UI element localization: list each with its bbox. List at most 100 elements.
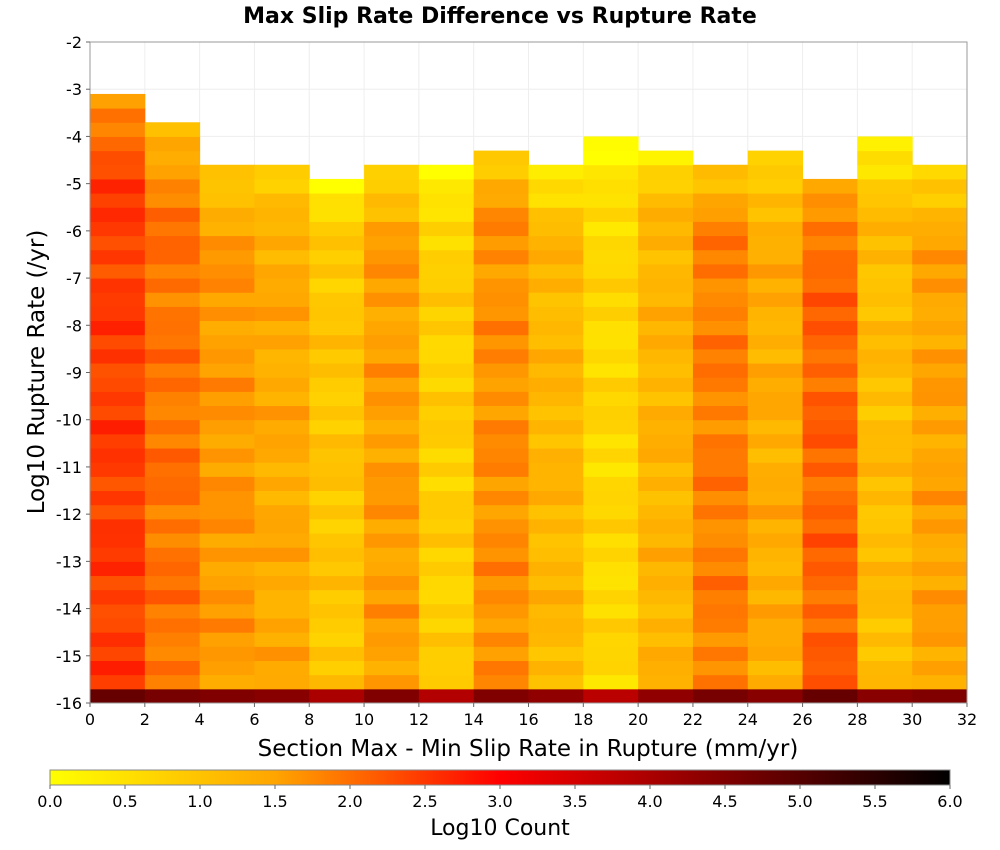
heatmap-cell xyxy=(473,334,529,350)
heatmap-cell xyxy=(199,164,255,180)
heatmap-cell xyxy=(692,405,749,421)
heatmap-cell xyxy=(583,660,639,676)
heatmap-cell xyxy=(528,448,584,463)
chart-title: Max Slip Rate Difference vs Rupture Rate xyxy=(243,4,757,29)
heatmap-cell xyxy=(309,433,365,449)
heatmap-cell xyxy=(473,363,529,378)
heatmap-cell xyxy=(638,306,694,322)
heatmap-cell xyxy=(802,646,858,662)
heatmap-cell xyxy=(528,433,584,449)
heatmap-cell xyxy=(254,490,310,506)
heatmap-cell xyxy=(90,263,146,279)
heatmap-cell xyxy=(418,646,475,662)
colorbar-tick-label: 2.0 xyxy=(337,792,362,811)
heatmap-cell xyxy=(418,292,475,307)
heatmap-cell xyxy=(254,688,310,704)
heatmap-cell xyxy=(583,377,639,392)
heatmap-cell xyxy=(692,278,749,293)
heatmap-cell xyxy=(418,178,475,194)
heatmap-cell xyxy=(144,306,201,322)
heatmap-cell xyxy=(309,618,365,633)
colorbar-label: Log10 Count xyxy=(430,816,570,841)
heatmap-cell xyxy=(364,221,420,237)
heatmap-cell xyxy=(912,306,968,322)
heatmap-cell xyxy=(418,405,475,421)
heatmap-cell xyxy=(90,688,146,704)
heatmap-cell xyxy=(638,150,694,166)
heatmap-cell xyxy=(638,688,694,704)
heatmap-cell xyxy=(638,178,694,194)
heatmap-cell xyxy=(90,193,146,208)
heatmap-cell xyxy=(528,278,584,293)
heatmap-cell xyxy=(747,150,804,166)
x-tick-label: 10 xyxy=(354,710,374,729)
heatmap-cell xyxy=(747,207,804,222)
y-tick-label: -6 xyxy=(66,222,82,241)
heatmap-cell xyxy=(912,235,968,251)
heatmap-cell xyxy=(90,292,146,307)
heatmap-cell xyxy=(473,320,529,336)
x-tick-label: 16 xyxy=(518,710,538,729)
heatmap-cell xyxy=(692,363,749,378)
heatmap-cell xyxy=(583,136,639,152)
heatmap-cell xyxy=(418,278,475,293)
heatmap-cell xyxy=(802,178,858,194)
heatmap-cell xyxy=(747,221,804,237)
heatmap-cell xyxy=(528,561,584,577)
heatmap-cell xyxy=(418,320,475,336)
heatmap-cell xyxy=(802,363,858,378)
heatmap-cell xyxy=(199,589,255,605)
heatmap-cell xyxy=(90,618,146,633)
heatmap-cell xyxy=(418,391,475,407)
heatmap-cell xyxy=(254,618,310,633)
heatmap-cell xyxy=(528,490,584,506)
heatmap-cell xyxy=(583,490,639,506)
heatmap-cell xyxy=(418,334,475,350)
heatmap-cell xyxy=(583,292,639,307)
heatmap-cell xyxy=(364,575,420,591)
heatmap-cell xyxy=(309,377,365,392)
heatmap-cell xyxy=(802,462,858,477)
y-tick-label: -13 xyxy=(56,552,82,571)
heatmap-cell xyxy=(473,263,529,279)
heatmap-cell xyxy=(254,674,310,690)
heatmap-cell xyxy=(583,603,639,619)
heatmap-cell xyxy=(473,561,529,577)
heatmap-cell xyxy=(144,462,201,477)
heatmap-cell xyxy=(583,561,639,577)
heatmap-cell xyxy=(802,278,858,293)
heatmap-cell xyxy=(364,660,420,676)
y-tick-label: -12 xyxy=(56,505,82,524)
heatmap-cell xyxy=(144,674,201,690)
heatmap-cell xyxy=(857,235,913,251)
heatmap-cell xyxy=(473,207,529,222)
heatmap-cell xyxy=(528,193,584,208)
heatmap-cell xyxy=(583,235,639,251)
heatmap-cell xyxy=(473,674,529,690)
heatmap-cell xyxy=(199,462,255,477)
heatmap-cell xyxy=(912,632,968,647)
heatmap-cell xyxy=(528,164,584,180)
heatmap-cell xyxy=(692,207,749,222)
heatmap-cell xyxy=(528,660,584,676)
heatmap-cell xyxy=(747,688,804,704)
heatmap-cell xyxy=(199,561,255,577)
heatmap-cell xyxy=(309,363,365,378)
heatmap-cell xyxy=(912,207,968,222)
heatmap-cell xyxy=(254,391,310,407)
heatmap-cell xyxy=(802,334,858,350)
heatmap-cell xyxy=(747,405,804,421)
heatmap-cell xyxy=(857,164,913,180)
heatmap-cell xyxy=(418,306,475,322)
heatmap-cell xyxy=(692,632,749,647)
heatmap-cell xyxy=(309,448,365,463)
heatmap-cell xyxy=(473,589,529,605)
heatmap-cell xyxy=(802,207,858,222)
heatmap-cell xyxy=(638,575,694,591)
heatmap-cell xyxy=(583,278,639,293)
heatmap-cell xyxy=(90,278,146,293)
heatmap-cell xyxy=(802,561,858,577)
heatmap-cell xyxy=(199,433,255,449)
y-axis-label: Log10 Rupture Rate (/yr) xyxy=(24,230,50,515)
heatmap-cell xyxy=(692,419,749,435)
